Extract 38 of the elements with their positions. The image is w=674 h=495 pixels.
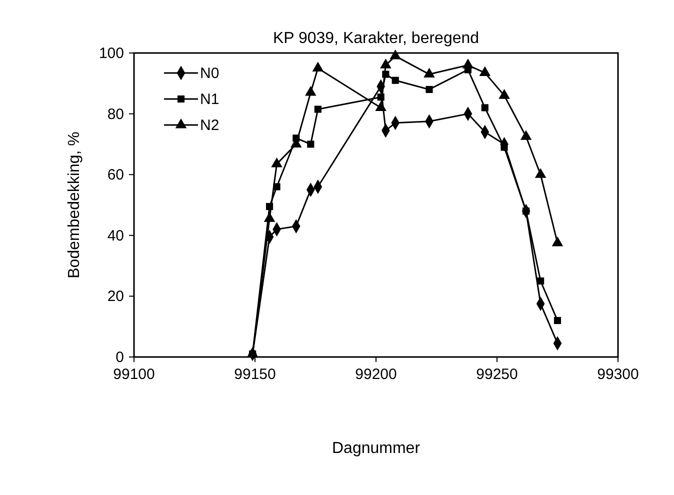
- legend-label: N0: [200, 65, 220, 82]
- point: [314, 106, 322, 113]
- point: [479, 66, 491, 76]
- point: [392, 76, 399, 84]
- point: [375, 101, 386, 111]
- x-tick-label: 99200: [355, 366, 397, 383]
- point: [271, 157, 282, 168]
- y-tick-label: 60: [107, 166, 124, 184]
- x-tick-label: 99250: [476, 366, 518, 383]
- x-tick-label: 99150: [234, 366, 276, 383]
- legend-label: N2: [200, 117, 220, 134]
- point: [481, 104, 488, 112]
- point: [462, 58, 474, 68]
- point: [307, 140, 314, 148]
- legend-label: N1: [200, 91, 220, 108]
- y-tick-label: 100: [98, 45, 124, 62]
- point: [305, 86, 316, 96]
- x-axis-title: Dagnummer: [332, 440, 421, 457]
- y-tick-label: 20: [107, 288, 124, 306]
- chart-title: KP 9039, Karakter, beregend: [272, 30, 480, 47]
- point: [424, 68, 435, 78]
- point: [537, 277, 544, 285]
- point: [554, 316, 562, 324]
- y-tick-label: 80: [107, 106, 124, 123]
- y-tick-label: 40: [107, 227, 124, 244]
- point: [390, 50, 401, 60]
- point: [273, 183, 280, 190]
- x-tick-label: 99100: [113, 366, 155, 383]
- point: [520, 130, 532, 140]
- point: [264, 212, 276, 222]
- point: [534, 168, 546, 178]
- point: [380, 58, 392, 68]
- point: [498, 89, 510, 99]
- point: [426, 86, 433, 94]
- y-tick-label: 0: [116, 349, 124, 366]
- x-tick-label: 99300: [597, 366, 639, 383]
- y-axis-title: Bodembedekking, %: [66, 132, 83, 278]
- point: [312, 62, 324, 72]
